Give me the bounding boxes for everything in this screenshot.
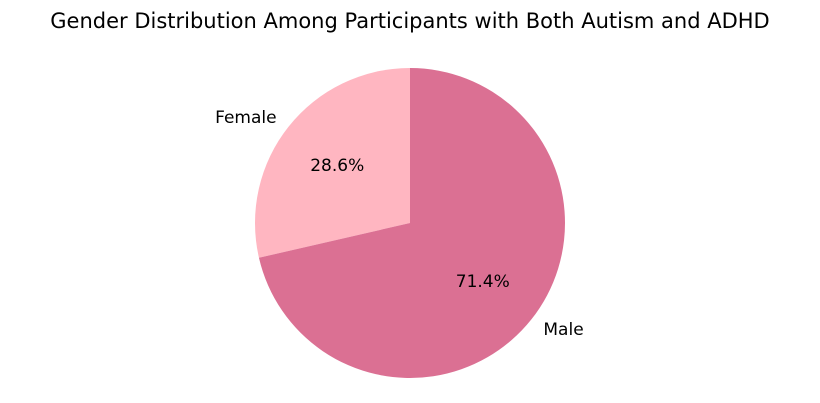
slice-percent-female: 28.6%: [310, 156, 364, 176]
pie-slices: [255, 68, 565, 378]
pie-labels: Female 28.6% Male 71.4%: [215, 108, 584, 340]
slice-label-female: Female: [215, 108, 276, 128]
slice-label-male: Male: [543, 320, 583, 340]
slice-percent-male: 71.4%: [456, 272, 510, 292]
chart-title: Gender Distribution Among Participants w…: [50, 9, 769, 33]
pie-slice-male: [258, 68, 565, 378]
pie-slice-female: [255, 68, 410, 258]
